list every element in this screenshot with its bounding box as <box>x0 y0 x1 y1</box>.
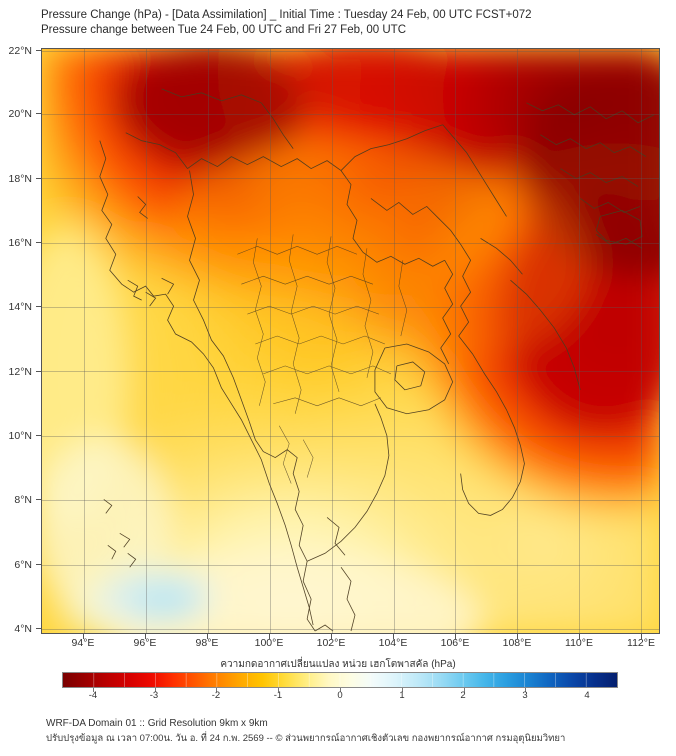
title-line-1: Pressure Change (hPa) - [Data Assimilati… <box>41 9 532 21</box>
x-axis-label: 94°E <box>71 637 95 649</box>
x-axis-tick <box>517 634 518 639</box>
x-axis-tick <box>83 634 84 639</box>
title-line-2: Pressure change between Tue 24 Feb, 00 U… <box>41 24 406 36</box>
gridline-lat <box>42 564 659 566</box>
y-axis-tick <box>36 371 41 372</box>
colorbar-tick-label: 0 <box>337 690 343 701</box>
y-axis-tick <box>36 50 41 51</box>
colorbar-tick-label: -4 <box>88 690 98 701</box>
colorbar-tick <box>401 688 403 692</box>
y-axis-label: 12°N <box>8 366 32 378</box>
gridline-lat <box>42 629 659 630</box>
colorbar-tick <box>92 688 94 692</box>
colorbar-tick-label: 4 <box>584 690 590 701</box>
x-axis-tick <box>207 634 208 639</box>
colorbar-tick <box>525 688 527 692</box>
x-axis-label: 98°E <box>195 637 219 649</box>
gridline-lon <box>145 49 147 633</box>
gridline-lon <box>517 49 519 633</box>
y-axis-label: 18°N <box>8 173 32 185</box>
y-axis-label: 22°N <box>8 45 32 57</box>
colorbar-tick <box>463 688 465 692</box>
x-axis-label: 108°E <box>502 637 532 649</box>
colorbar-caption: ความกดอากาศเปลี่ยนแปลง หน่วย เฮกโตพาสคัล… <box>220 659 456 670</box>
x-axis-tick <box>455 634 456 639</box>
x-axis-label: 110°E <box>565 637 593 649</box>
y-axis-label: 14°N <box>8 301 32 313</box>
y-axis-tick <box>36 564 41 565</box>
x-axis-tick <box>393 634 394 639</box>
x-axis-tick <box>641 634 642 639</box>
x-axis-tick <box>145 634 146 639</box>
y-axis-label: 4°N <box>14 623 32 635</box>
gridline-lat <box>42 500 659 502</box>
x-axis-label: 96°E <box>133 637 157 649</box>
y-axis-label: 10°N <box>8 430 32 442</box>
colorbar-tick-label: -3 <box>149 690 159 701</box>
gridline-lon <box>207 49 209 633</box>
map-frame <box>41 48 660 634</box>
y-axis-tick <box>36 499 41 500</box>
chart-title-block: Pressure Change (hPa) - [Data Assimilati… <box>41 8 671 38</box>
gridline-lon <box>641 49 643 633</box>
gridline-lon <box>331 49 333 633</box>
gridline-lon <box>455 49 457 633</box>
colorbar-tick-label: -2 <box>211 690 221 701</box>
x-axis-label: 104°E <box>378 637 408 649</box>
y-axis-tick <box>36 178 41 179</box>
y-axis-label: 8°N <box>14 494 32 506</box>
footer-line-1: WRF-DA Domain 01 :: Grid Resolution 9km … <box>46 718 268 729</box>
x-axis-label: 102°E <box>316 637 346 649</box>
gridline-lat <box>42 371 659 373</box>
footer-line-2: ปรับปรุงข้อมูล ณ เวลา 07:00น. วัน อ. ที่… <box>46 733 566 744</box>
gridline-lat <box>42 435 659 437</box>
colorbar-tick-label: -1 <box>273 690 283 701</box>
colorbar-tick <box>278 688 280 692</box>
gridline-lat <box>42 307 659 308</box>
gridline-lon <box>393 49 395 633</box>
colorbar-tick-label: 2 <box>460 690 466 701</box>
x-axis-tick <box>331 634 332 639</box>
map-canvas <box>42 49 659 633</box>
y-axis-tick <box>36 242 41 243</box>
colorbar-tick <box>154 688 156 692</box>
gridline-lat <box>42 51 659 52</box>
x-axis-label: 112°E <box>627 637 655 649</box>
y-axis-tick <box>36 435 41 436</box>
gridline-lon <box>579 49 581 633</box>
colorbar-gradient <box>62 672 618 688</box>
y-axis-tick <box>36 628 41 629</box>
colorbar <box>62 672 618 688</box>
y-axis-label: 20°N <box>8 108 32 120</box>
y-axis-label: 6°N <box>14 559 32 571</box>
gridline-lon <box>269 49 271 633</box>
y-axis-tick <box>36 306 41 307</box>
colorbar-tick <box>340 688 341 692</box>
x-axis-tick <box>579 634 580 639</box>
gridline-lat <box>42 178 659 180</box>
y-axis-label: 16°N <box>8 237 32 249</box>
footer: WRF-DA Domain 01 :: Grid Resolution 9km … <box>46 716 666 746</box>
y-axis-tick <box>36 113 41 114</box>
colorbar-tick-label: 1 <box>399 690 405 701</box>
gridline-lat <box>42 242 659 244</box>
colorbar-tick <box>216 688 218 692</box>
colorbar-tick-label: 3 <box>522 690 528 701</box>
x-axis-label: 100°E <box>254 637 284 649</box>
colorbar-tick-labels: -4 -3 -2 -1 0 1 2 3 4 <box>62 690 618 704</box>
gridline-lon <box>84 49 85 633</box>
x-axis-label: 106°E <box>440 637 470 649</box>
gridline-lat <box>42 113 659 115</box>
x-axis-tick <box>269 634 270 639</box>
